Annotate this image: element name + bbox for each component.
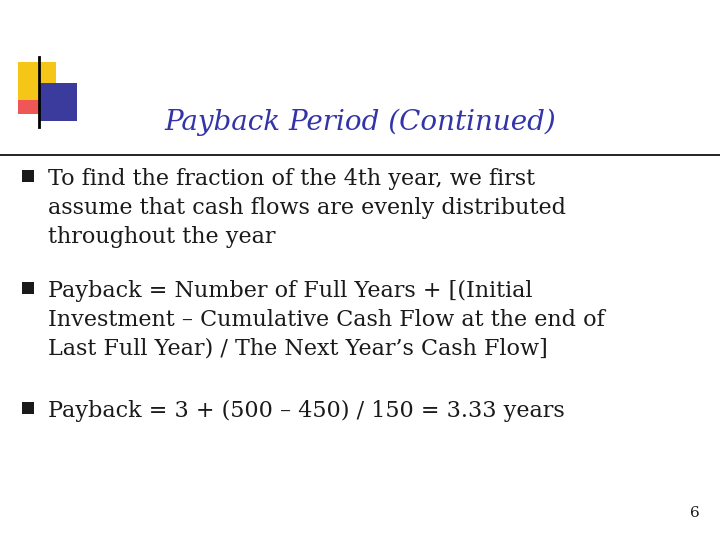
Text: Payback Period (Continued): Payback Period (Continued) — [164, 109, 556, 136]
Bar — [22, 402, 34, 414]
Bar — [18, 83, 49, 114]
Bar — [22, 170, 34, 182]
Text: To find the fraction of the 4th year, we first
assume that cash flows are evenly: To find the fraction of the 4th year, we… — [48, 168, 566, 248]
Bar — [18, 62, 56, 100]
Bar — [22, 282, 34, 294]
Text: Payback = 3 + (500 – 450) / 150 = 3.33 years: Payback = 3 + (500 – 450) / 150 = 3.33 y… — [48, 400, 564, 422]
Text: Payback = Number of Full Years + [(Initial
Investment – Cumulative Cash Flow at : Payback = Number of Full Years + [(Initi… — [48, 280, 605, 360]
Text: 6: 6 — [690, 506, 700, 520]
Bar — [39, 83, 77, 121]
